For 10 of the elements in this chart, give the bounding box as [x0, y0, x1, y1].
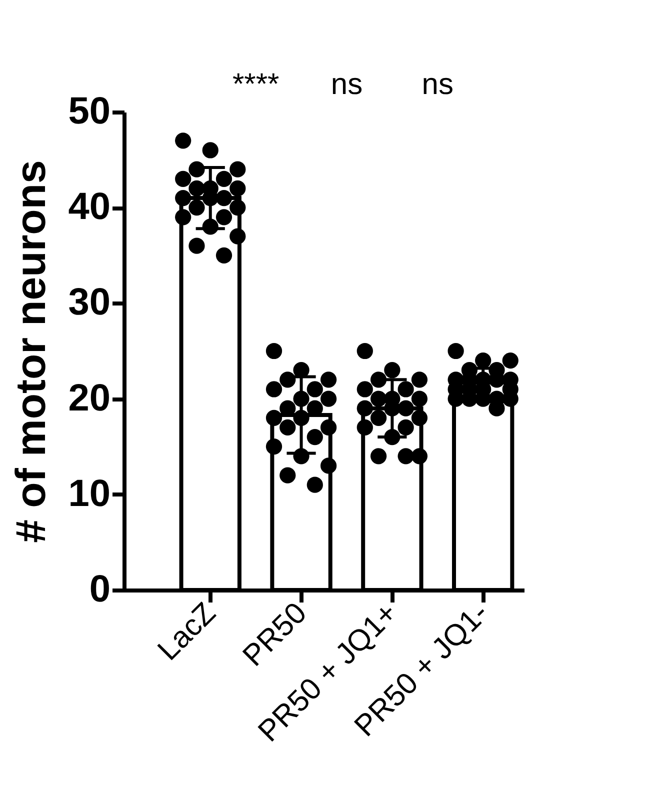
y-tick-label: 40: [68, 186, 110, 228]
y-tick-label: 20: [68, 377, 110, 420]
y-tick-label: 30: [68, 282, 110, 324]
text: ns: [422, 68, 454, 101]
text: ns: [330, 68, 363, 101]
y-tick-label: 50: [68, 90, 110, 132]
y-tick-label: 10: [68, 472, 110, 515]
y-axis-title: # of motor neurons: [7, 160, 54, 543]
text: ****: [232, 68, 280, 101]
y-tick-label: 0: [89, 568, 110, 610]
